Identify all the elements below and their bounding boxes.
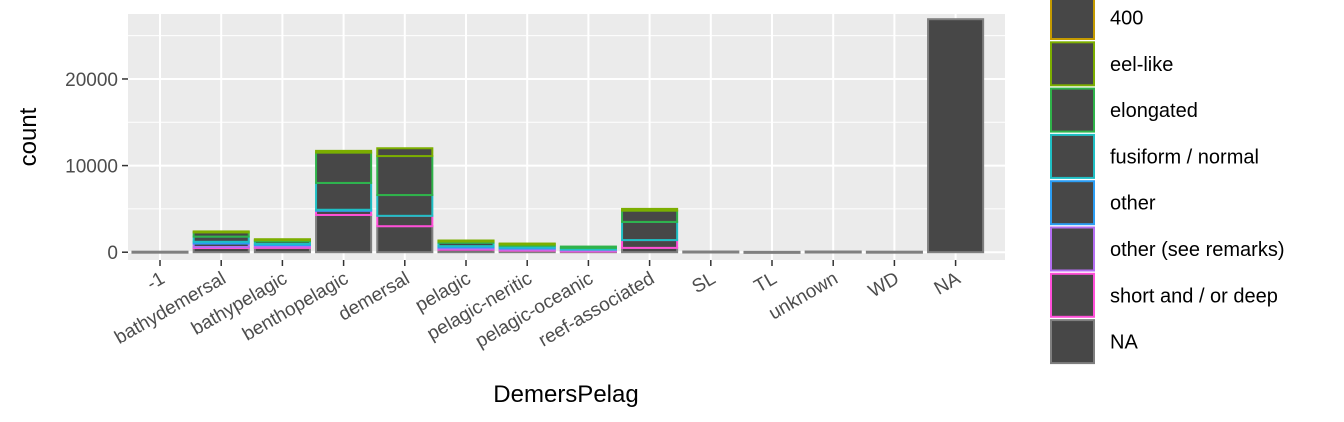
legend-key [1050,133,1095,179]
legend-key [1050,0,1095,40]
bar-segment [804,250,862,254]
legend-key [1050,319,1095,365]
x-tick-label: SL [689,268,720,298]
bar-segment [192,230,250,234]
bar-segment [253,238,311,242]
bar-segment [376,225,434,254]
bar-segment [559,245,617,249]
bar-segment [315,213,373,254]
x-tick-label: -1 [143,268,168,295]
legend-key [1050,226,1095,272]
legend-key [1050,41,1095,87]
legend-label: other (see remarks) [1110,239,1285,261]
x-axis-title: DemersPelag [493,381,638,408]
grid-major [128,14,1005,260]
x-axis: -1bathydemersalbathypelagicbenthopelagic… [111,260,964,352]
x-tick-label: NA [931,268,965,300]
legend-label: other [1110,193,1156,215]
bar-segment [376,147,434,158]
legend-key [1050,272,1095,318]
y-axis: 0 10000 20000 [65,70,128,264]
y-tick-label: 10000 [65,157,118,178]
bar-segment [621,209,679,223]
bar-segment [621,239,679,249]
bar-segment [927,18,985,254]
bar-segment [498,242,556,246]
bar-segment [315,151,373,184]
bar-segment [682,250,740,254]
bar-segment [437,239,495,243]
bar-segment [131,250,189,254]
legend-key [1050,180,1095,226]
bar-segment [376,155,434,197]
bars [131,18,985,254]
bar-segment [743,250,801,254]
x-tick-label: TL [751,268,781,297]
bar-segment [621,220,679,242]
grid-minor [128,35,1005,210]
bar-segment [315,149,373,154]
bar-segment [621,207,679,212]
x-tick-label: unknown [765,268,841,324]
x-tick-label: demersal [335,268,413,325]
plot-panel [128,14,1005,260]
bar-segment [376,214,434,228]
legend-label: eel-like [1110,54,1173,76]
bar-segment [865,250,923,254]
y-axis-title: count [15,107,42,166]
legend-label: elongated [1110,100,1198,122]
legend-label: 400 [1110,8,1143,30]
x-tick-label: WD [865,268,903,302]
legend-label: NA [1110,332,1138,354]
bar-segment [376,194,434,217]
y-tick-label: 0 [107,243,118,264]
legend-label: fusiform / normal [1110,146,1259,168]
legend-key [1050,87,1095,133]
y-tick-label: 20000 [65,70,118,91]
legend-label: short and / or deep [1110,285,1278,307]
legend: 400 eel-like elongated fusiform / normal oth… [1050,0,1285,365]
bar-segment [315,181,373,211]
